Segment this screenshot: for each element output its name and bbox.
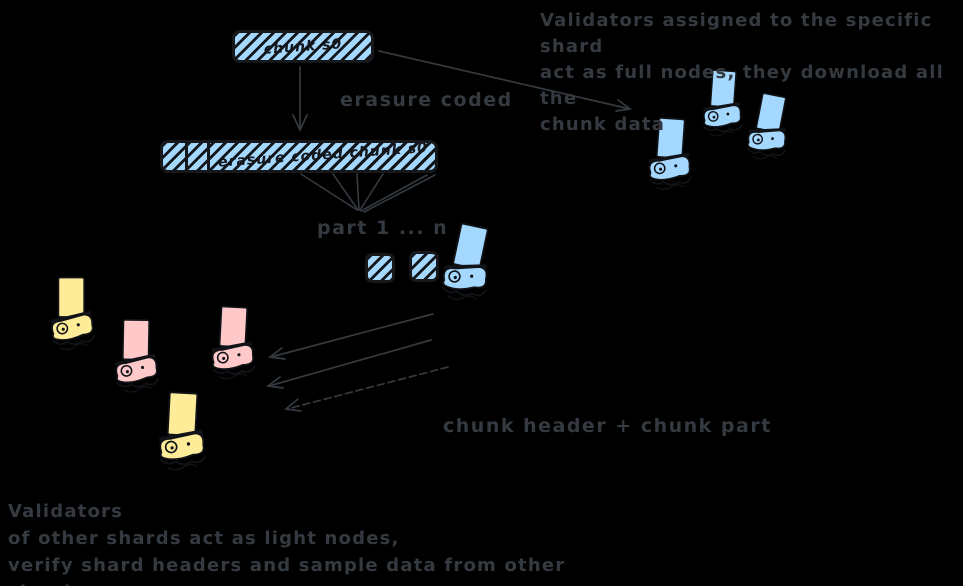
erasure-arrow xyxy=(292,66,308,133)
validator-icon-other-shard-validator xyxy=(111,317,160,394)
validator-icon-chunk-producer xyxy=(442,222,492,302)
chunk-transfer-label: chunk header + chunk part xyxy=(443,415,772,437)
erasure-box-label: erasure coded chunk s0 xyxy=(217,139,429,171)
validator-icon-other-shard-validator xyxy=(209,304,255,379)
part-range-label: part 1 ... n xyxy=(317,217,449,239)
chunk-part-square xyxy=(365,253,395,283)
assign-to-shard-arrow xyxy=(378,50,633,112)
part-divider xyxy=(185,143,188,170)
erasure-coded-label: erasure coded xyxy=(340,89,513,111)
validator-icon-other-shard-validator xyxy=(156,390,205,471)
chunk-box-label: chunk s0 xyxy=(263,35,343,58)
erasure-coded-chunk-box: erasure coded chunk s0 xyxy=(160,140,438,173)
full-nodes-note: Validators assigned to the specific shar… xyxy=(540,10,944,135)
chunk-part-arrows xyxy=(265,313,449,412)
chunk-part-square xyxy=(409,251,439,282)
parts-fan-lines xyxy=(300,173,436,213)
validator-icon-other-shard-validator xyxy=(46,274,96,351)
light-nodes-note: Validators of other shards act as light … xyxy=(8,501,566,586)
chunk-box: chunk s0 xyxy=(232,30,374,63)
part-divider xyxy=(207,143,210,170)
